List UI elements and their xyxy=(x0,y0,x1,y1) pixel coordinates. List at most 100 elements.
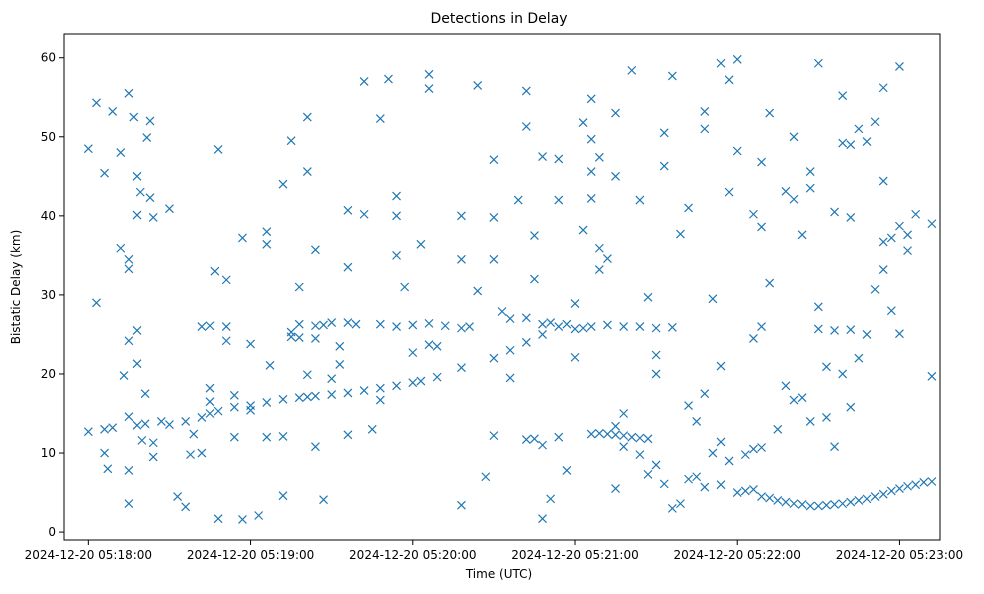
y-tick-label: 0 xyxy=(48,525,56,539)
data-point xyxy=(684,203,693,213)
data-point xyxy=(140,419,150,429)
data-point xyxy=(473,80,483,90)
y-axis-ticks: 0 10 20 30 40 50 60 xyxy=(41,51,64,539)
data-point xyxy=(359,209,369,219)
data-point xyxy=(278,491,288,501)
data-point xyxy=(651,460,661,470)
data-point xyxy=(635,195,645,205)
data-point xyxy=(473,286,483,296)
data-point xyxy=(740,486,750,496)
data-point xyxy=(886,306,896,316)
data-point xyxy=(594,265,604,275)
data-point xyxy=(643,292,653,302)
data-point xyxy=(700,482,710,492)
data-point xyxy=(854,353,864,363)
data-point xyxy=(392,211,401,221)
data-point xyxy=(311,333,320,343)
data-point xyxy=(700,107,710,116)
data-point xyxy=(165,204,174,214)
data-point xyxy=(100,168,109,178)
chart-title: Detections in Delay xyxy=(430,11,567,27)
data-point xyxy=(586,194,596,203)
data-point xyxy=(635,433,645,443)
data-point xyxy=(554,154,564,164)
data-point xyxy=(765,278,775,288)
data-point xyxy=(416,239,426,249)
data-point xyxy=(375,319,385,329)
data-point xyxy=(667,71,677,81)
data-point xyxy=(278,432,288,441)
data-point xyxy=(311,391,320,401)
data-point xyxy=(667,322,677,332)
data-point xyxy=(132,359,142,369)
data-point xyxy=(83,427,93,437)
data-point xyxy=(124,499,134,509)
data-point xyxy=(286,136,296,146)
data-point xyxy=(205,321,215,331)
data-point xyxy=(262,227,272,237)
data-point xyxy=(586,94,596,104)
data-point xyxy=(359,77,369,86)
data-point xyxy=(757,443,766,452)
data-point xyxy=(538,514,547,524)
data-point xyxy=(137,435,147,445)
data-point xyxy=(570,352,580,362)
data-point xyxy=(773,424,783,434)
data-point xyxy=(205,383,215,393)
data-point xyxy=(286,332,296,342)
data-point xyxy=(627,65,637,75)
data-point xyxy=(530,231,539,241)
data-point xyxy=(789,499,799,509)
data-point xyxy=(554,322,564,331)
data-point xyxy=(205,409,215,418)
data-point xyxy=(262,398,272,407)
data-point xyxy=(870,117,880,127)
data-point xyxy=(676,499,685,509)
data-point xyxy=(813,302,823,312)
data-point xyxy=(927,219,937,229)
data-point xyxy=(724,187,734,197)
data-point xyxy=(684,474,693,484)
data-point xyxy=(797,230,807,240)
data-point xyxy=(294,282,304,292)
y-axis-label: Bistatic Delay (km) xyxy=(9,230,23,345)
data-point xyxy=(838,138,848,148)
data-point xyxy=(838,369,848,379)
data-point xyxy=(457,211,466,221)
data-point xyxy=(854,124,864,134)
data-point xyxy=(408,348,418,358)
data-point xyxy=(765,493,775,503)
data-point xyxy=(911,480,921,490)
data-point xyxy=(229,402,239,412)
data-point xyxy=(278,179,288,189)
data-point xyxy=(716,480,726,490)
data-point xyxy=(627,432,637,442)
data-point xyxy=(603,320,612,330)
data-point xyxy=(262,239,272,249)
data-point xyxy=(903,230,912,240)
data-point xyxy=(302,370,312,380)
x-tick-label: 2024-12-20 05:20:00 xyxy=(349,548,476,562)
data-point xyxy=(129,112,139,122)
data-point xyxy=(489,213,499,222)
data-point xyxy=(489,353,499,363)
data-point xyxy=(116,148,126,158)
data-point xyxy=(903,246,912,256)
data-point xyxy=(878,265,888,275)
data-point xyxy=(505,314,515,324)
data-point xyxy=(578,225,588,235)
data-point xyxy=(651,369,661,379)
data-point xyxy=(505,373,515,383)
data-point xyxy=(781,381,791,391)
data-point xyxy=(619,442,629,452)
data-point xyxy=(611,421,620,431)
data-point xyxy=(919,477,929,487)
x-axis-ticks: 2024-12-20 05:18:00 2024-12-20 05:19:00 20… xyxy=(25,540,963,562)
plot-area-frame xyxy=(63,33,941,541)
data-point xyxy=(521,435,531,445)
data-point xyxy=(205,397,215,407)
data-point xyxy=(546,318,556,328)
data-points xyxy=(83,54,937,524)
data-point xyxy=(570,299,580,309)
data-point xyxy=(457,363,466,373)
